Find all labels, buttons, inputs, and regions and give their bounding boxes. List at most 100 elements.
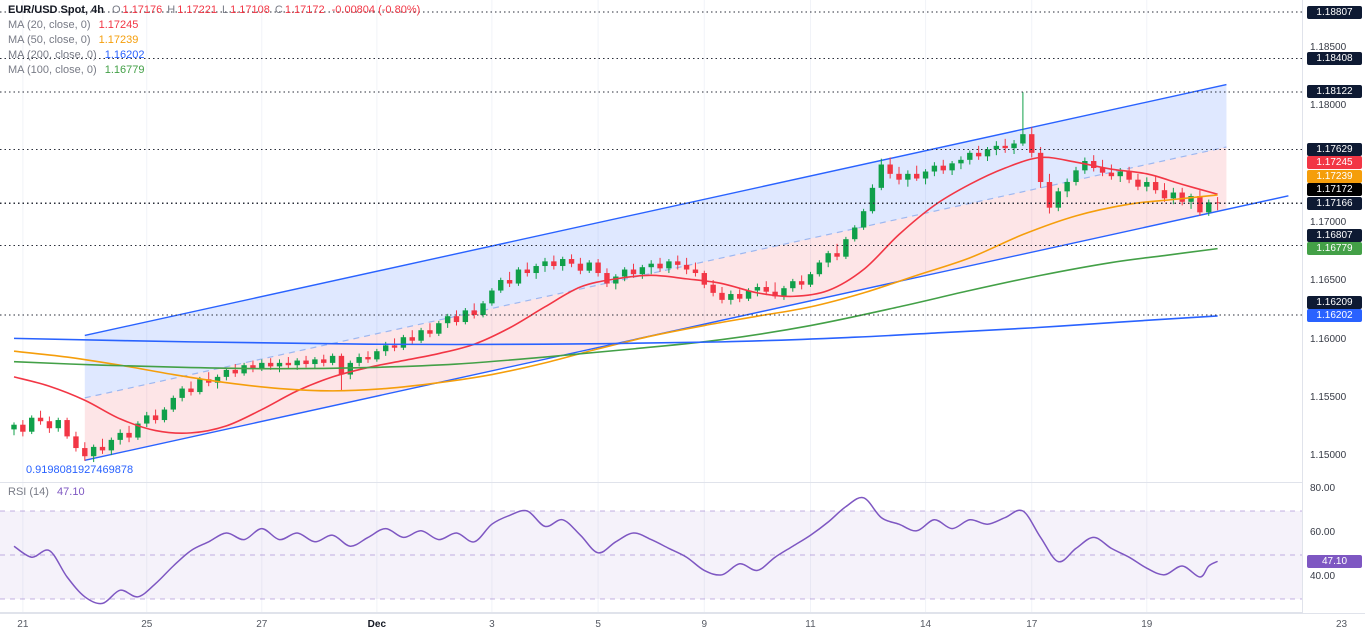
candle-body [905,173,911,180]
candle-body [790,281,796,289]
ma-line-ma20[interactable] [13,156,1218,434]
candle-body [683,264,690,270]
channel-lower-fill [84,147,1227,461]
legend-ma100[interactable]: MA (100, close, 0) 1.16779 [8,64,144,76]
candle-body [1037,152,1044,183]
candle-body [860,211,867,228]
candle-body [197,379,203,393]
candle-body [931,165,938,172]
candle-body [1099,168,1106,173]
candle-body [462,310,469,323]
candle-body [267,362,274,367]
legend-ma20[interactable]: MA (20, close, 0) 1.17245 [8,19,138,31]
candle-body [152,415,159,421]
channel-lower-line[interactable] [84,195,1289,461]
time-label-5: 5 [595,619,601,630]
chart-canvas[interactable] [0,0,1365,613]
candle-body [737,294,743,299]
channel-mid-line[interactable] [84,146,1227,399]
price-badge-1.17166: 1.17166 [1307,196,1362,210]
candle-body [1002,145,1008,149]
ma-line-ma50[interactable] [13,194,1218,392]
candle-body [471,310,477,316]
price-badge-1.16209: 1.16209 [1307,295,1362,309]
symbol-name[interactable]: EUR/USD Spot, 4h [8,4,104,16]
candle-body [1108,172,1115,177]
legend-ma50-value: 1.17239 [98,34,139,46]
candle-body [754,287,761,291]
candle-body [940,165,946,171]
candle-body [498,280,504,291]
price-tick-label: 1.18000 [1310,100,1347,112]
legend-ma50[interactable]: MA (50, close, 0) 1.17239 [8,34,138,46]
price-badge-1.17239: 1.17239 [1307,169,1362,183]
candle-body [506,280,513,284]
candle-body [480,303,486,316]
ohlc-open-label: O [111,4,121,16]
candle-body [1206,202,1212,213]
price-tick-label: 1.17000 [1310,216,1347,228]
candle-body [551,261,557,267]
candle-body [241,365,247,374]
candle-body [1126,171,1132,180]
time-label-Dec: Dec [367,619,387,630]
candle-body [64,420,70,437]
candle-body [692,269,699,274]
ohlc-low-label: L [222,4,229,16]
candle-body [144,415,150,424]
time-label-21: 21 [17,619,29,630]
candle-body [914,173,920,179]
candle-body [214,376,221,383]
candle-body [1091,161,1097,169]
time-axis[interactable]: 21 25 27 Dec 3 5 9 11 14 17 19 23 [0,613,1365,635]
candle-body [427,330,433,334]
candle-body [878,164,884,188]
candle-body [533,266,539,274]
rsi-label: RSI (14) [8,486,49,498]
candle-body [365,357,371,360]
candle-body [781,288,787,297]
legend-ma200[interactable]: MA (200, close, 0) 1.16202 [8,49,144,61]
time-label-11: 11 [805,619,816,630]
candle-body [630,269,637,275]
candle-body [807,274,814,285]
time-label-9: 9 [701,619,708,630]
legend-ma200-value: 1.16202 [104,49,145,61]
candle-body [1011,143,1017,149]
candle-body [816,262,823,275]
candle-body [666,261,672,269]
candle-body [20,424,26,432]
channel-upper-line[interactable] [84,83,1227,337]
candle-body [188,388,194,393]
price-tick-label: 1.18500 [1310,41,1347,53]
candle-body [577,263,584,271]
candle-body [639,267,646,275]
price-badge-1.16779: 1.16779 [1307,242,1362,256]
candle-body [1161,190,1168,199]
ohlc-high-value: 1.17221 [177,4,217,16]
rsi-tick-label: 60.00 [1310,527,1336,538]
price-axis[interactable]: 1.185001.180001.175001.170001.165001.160… [1302,0,1365,613]
candle-body [701,273,707,285]
legend-ma20-label: MA (20, close, 0) [8,19,91,31]
candle-body [356,357,362,363]
rsi-tick-label: 40.00 [1310,571,1336,582]
candle-body [294,360,300,366]
candle-body [73,436,79,449]
price-badge-1.17245: 1.17245 [1307,156,1362,170]
price-badge-1.17629: 1.17629 [1307,142,1362,156]
ma-line-ma200[interactable] [13,315,1218,346]
candle-body [710,284,716,293]
time-label-17: 17 [1026,619,1038,630]
ma-line-ma100[interactable] [13,247,1218,370]
candle-body [825,253,831,263]
candle-body [250,365,256,369]
candle-body [303,360,309,365]
candle-body [984,149,991,157]
candle-body [975,152,982,157]
candle-body [1064,182,1070,192]
candle-body [887,164,893,174]
candle-body [46,421,53,429]
rsi-legend[interactable]: RSI (14) 47.10 [8,486,85,498]
price-badge-1.17172: 1.17172 [1307,183,1362,197]
